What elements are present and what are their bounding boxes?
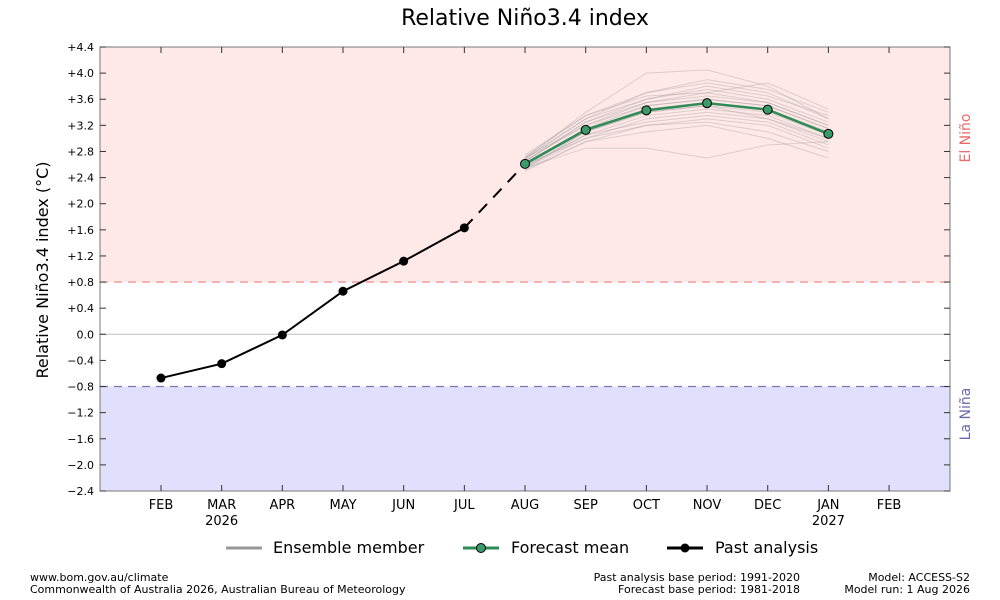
x-tick-label: JUL: [453, 498, 475, 513]
y-tick-label: +1.6: [67, 224, 94, 237]
forecast-mean-point: [762, 104, 773, 115]
forecast-mean-point: [520, 158, 531, 169]
ensemble-member-line: [524, 82, 829, 156]
x-tick-label: OCT: [633, 498, 660, 513]
y-tick-label: +0.8: [67, 276, 94, 289]
x-tick-label: APR: [269, 498, 295, 513]
forecast-mean-point: [702, 98, 713, 109]
y-tick-label: −1.2: [67, 407, 94, 420]
la-nina-region: [100, 386, 950, 491]
ensemble-member-line: [524, 118, 829, 171]
ensemble-member-line: [524, 92, 829, 162]
footer-copyright: Commonwealth of Australia 2026, Australi…: [30, 583, 406, 596]
threshold-regions: [100, 47, 950, 491]
x-tick-label: MAR: [207, 498, 236, 513]
past-analysis-point: [277, 330, 287, 340]
y-tick-label: +2.4: [67, 172, 94, 185]
y-tick-label: +4.4: [67, 41, 94, 54]
footer-model-run: Model run: 1 Aug 2026: [844, 583, 970, 596]
ensemble-member-line: [524, 124, 829, 172]
transition-dashed-line: [463, 163, 526, 229]
past-analysis-point: [217, 359, 227, 369]
y-tick-label: +3.2: [67, 119, 94, 132]
ensemble-member-line: [524, 105, 829, 169]
footer-model-info: Model: ACCESS-S2 Model run: 1 Aug 2026: [800, 572, 970, 596]
x-tick-label: FEB: [877, 498, 902, 513]
data-series: [156, 98, 834, 383]
past-analysis-point: [338, 286, 348, 296]
y-tick-label: −1.6: [67, 433, 94, 446]
forecast-mean-point: [641, 105, 652, 116]
x-tick-year-label: 2026: [205, 514, 238, 529]
y-tick-label: +3.6: [67, 93, 94, 106]
legend-past-label: Past analysis: [715, 538, 818, 557]
chart-title: Relative Niño3.4 index: [401, 6, 649, 31]
x-tick-label: FEB: [149, 498, 174, 513]
axes: −2.4 −2.0 −1.6 −1.2 −0.8 −0.4 0.0 +0.4 +0.8 +1.2 +…: [67, 41, 950, 529]
ensemble-member-line: [524, 69, 829, 159]
y-tick-label: +4.0: [67, 67, 94, 80]
y-tick-label: +2.8: [67, 145, 94, 158]
ensemble-member-line: [524, 82, 829, 158]
legend: Ensemble member Forecast mean Past analysi…: [226, 538, 818, 557]
y-tick-label: −2.0: [67, 459, 94, 472]
x-tick-label: SEP: [574, 498, 598, 513]
y-tick-label: +1.2: [67, 250, 94, 263]
ensemble-member-line: [524, 85, 829, 163]
x-tick-label: AUG: [511, 498, 539, 513]
ensemble-member-line: [524, 95, 829, 162]
past-analysis-point: [459, 223, 469, 233]
ensemble-members: [524, 69, 829, 172]
footer-model: Model: ACCESS-S2: [868, 571, 970, 584]
footer-forecast-base: Forecast base period: 1981-2018: [618, 583, 800, 596]
ensemble-member-line: [524, 141, 829, 169]
ensemble-member-line: [524, 98, 829, 159]
past-analysis-point: [156, 373, 166, 383]
past-analysis-line: [160, 226, 465, 380]
x-tick-label: MAY: [329, 498, 356, 513]
ensemble-member-line: [524, 121, 829, 165]
el-nino-label: El Niño: [958, 114, 974, 163]
footer-left: www.bom.gov.au/climate Commonwealth of A…: [30, 572, 405, 596]
footer-past-base: Past analysis base period: 1991-2020: [593, 571, 800, 584]
forecast-mean-point: [580, 124, 591, 135]
legend-forecast-marker: [476, 543, 486, 553]
la-nina-label: La Niña: [958, 388, 974, 441]
x-tick-label: NOV: [693, 498, 722, 513]
ensemble-member-line: [524, 105, 829, 165]
footer-base-periods: Past analysis base period: 1991-2020 For…: [560, 572, 800, 596]
x-tick-year-label: 2027: [812, 514, 845, 529]
y-tick-label: 0.0: [77, 328, 95, 341]
y-tick-label: +2.0: [67, 198, 94, 211]
x-tick-label: DEC: [754, 498, 781, 513]
legend-ensemble-label: Ensemble member: [273, 538, 425, 557]
y-tick-label: +0.4: [67, 302, 94, 315]
legend-past-marker: [680, 543, 690, 553]
ensemble-member-line: [524, 88, 829, 160]
y-tick-label: −0.8: [67, 381, 94, 394]
ensemble-member-line: [524, 111, 829, 169]
y-tick-label: −0.4: [67, 354, 94, 367]
ensemble-member-line: [524, 79, 829, 159]
y-tick-label: −2.4: [67, 485, 94, 498]
forecast-mean-point: [823, 128, 834, 139]
x-tick-label: JUN: [391, 498, 415, 513]
legend-forecast-label: Forecast mean: [511, 538, 629, 557]
y-axis-label: Relative Niño3.4 index (°C): [33, 162, 52, 379]
ensemble-member-line: [524, 108, 829, 167]
past-analysis-point: [399, 256, 409, 266]
forecast-mean-line: [524, 101, 829, 165]
ensemble-member-line: [524, 115, 829, 168]
footer-website: www.bom.gov.au/climate: [30, 571, 169, 584]
x-tick-label: JAN: [816, 498, 839, 513]
